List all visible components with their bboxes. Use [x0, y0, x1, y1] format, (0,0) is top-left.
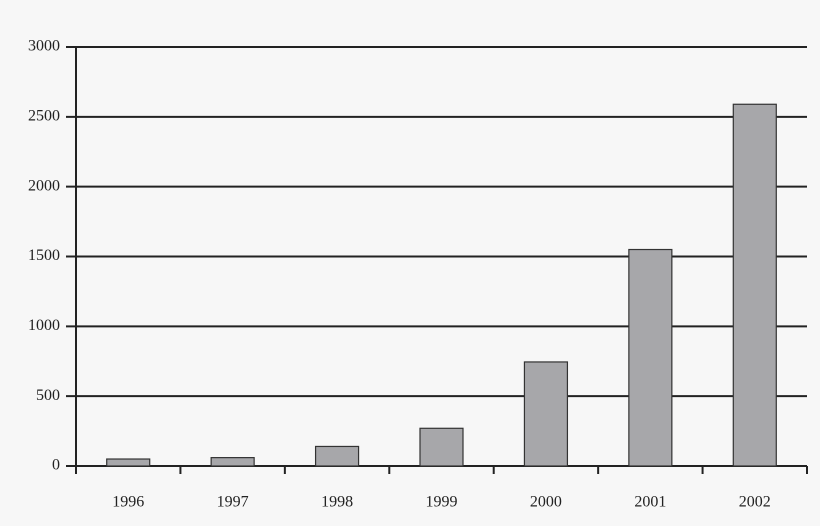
bar — [210, 457, 255, 467]
x-tick-label: 2002 — [739, 494, 771, 511]
y-tick-label: 2500 — [28, 108, 60, 125]
y-tick-label: 1500 — [28, 247, 60, 264]
y-tick-label: 2000 — [28, 177, 60, 194]
x-tick-label: 1999 — [426, 494, 458, 511]
bar — [314, 445, 360, 467]
bar — [419, 427, 464, 467]
bar — [732, 103, 777, 467]
x-tick-label: 2001 — [634, 494, 666, 511]
y-tick-label: 500 — [36, 387, 60, 404]
x-tick-label: 1998 — [321, 494, 353, 511]
x-tick-label: 1996 — [112, 494, 144, 511]
bar — [523, 361, 569, 467]
y-tick-label: 3000 — [28, 38, 60, 55]
bar — [628, 248, 673, 467]
bar — [106, 458, 151, 467]
x-tick-label: 1997 — [217, 494, 249, 511]
x-tick-label: 2000 — [530, 494, 562, 511]
y-tick-label: 1000 — [28, 317, 60, 334]
y-tick-label: 0 — [52, 457, 60, 474]
